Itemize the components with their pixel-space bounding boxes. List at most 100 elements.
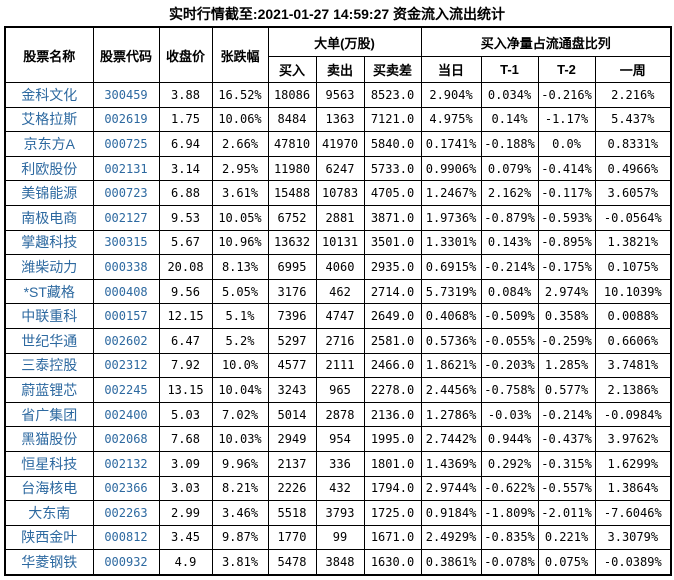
- header-ratio-t2: T-2: [537, 56, 596, 83]
- stock-code-cell[interactable]: 300315: [92, 229, 160, 256]
- change-pct-cell: 3.61%: [211, 180, 269, 206]
- ratio-t2-cell: -2.011%: [537, 500, 596, 526]
- ratio-week-cell: 5.437%: [594, 106, 672, 133]
- buy-cell: 3176: [267, 278, 317, 305]
- sell-cell: 1363: [315, 106, 365, 133]
- stock-name-cell[interactable]: 三泰控股: [4, 352, 94, 379]
- stock-flow-table: 股票名称 股票代码 收盘价 张跌幅 大单(万股) 买入净量占流通盘比列 买入 卖…: [4, 26, 673, 576]
- stock-name-cell[interactable]: 台海核电: [4, 475, 94, 502]
- stock-code-cell[interactable]: 002312: [92, 352, 160, 379]
- ratio-t1-cell: -0.214%: [480, 254, 539, 280]
- stock-code-cell[interactable]: 002131: [92, 155, 160, 182]
- buy-cell: 15488: [267, 180, 317, 206]
- header-row-groups: 股票名称 股票代码 收盘价 张跌幅 大单(万股) 买入净量占流通盘比列: [4, 26, 672, 83]
- stock-name-cell[interactable]: 中联重科: [4, 303, 94, 329]
- stock-name-cell[interactable]: 华菱钢铁: [4, 549, 94, 576]
- stock-name-cell[interactable]: 掌趣科技: [4, 229, 94, 256]
- ratio-week-cell: 10.1039%: [594, 278, 672, 305]
- stock-code-cell[interactable]: 000338: [92, 254, 160, 280]
- buy-cell: 18086: [267, 82, 317, 108]
- ratio-t1-cell: -0.622%: [480, 475, 539, 502]
- sell-cell: 336: [315, 450, 365, 477]
- buy-cell: 5297: [267, 327, 317, 354]
- sell-cell: 2716: [315, 327, 365, 354]
- stock-code-cell[interactable]: 002400: [92, 401, 160, 428]
- header-ratio-today: 当日: [420, 56, 482, 83]
- stock-name-cell[interactable]: 蔚蓝锂芯: [4, 377, 94, 403]
- stock-code-cell[interactable]: 002132: [92, 450, 160, 477]
- table-row: 恒星科技 002132 3.09 9.96% 2137 336 1801.0 1.4369% 0…: [4, 450, 672, 477]
- stock-name-cell[interactable]: *ST藏格: [4, 278, 94, 305]
- stock-name-cell[interactable]: 利欧股份: [4, 155, 94, 182]
- close-price-cell: 1.75: [158, 106, 213, 133]
- change-pct-cell: 3.46%: [211, 500, 269, 526]
- stock-code-cell[interactable]: 002127: [92, 204, 160, 231]
- stock-code-cell[interactable]: 002619: [92, 106, 160, 133]
- table-row: 京东方A 000725 6.94 2.66% 47810 41970 5840.0 0.174…: [4, 131, 672, 157]
- change-pct-cell: 5.05%: [211, 278, 269, 305]
- stock-code-cell[interactable]: 002263: [92, 500, 160, 526]
- table-header: 股票名称 股票代码 收盘价 张跌幅 大单(万股) 买入净量占流通盘比列 买入 卖…: [4, 26, 672, 83]
- header-change-pct: 张跌幅: [211, 26, 269, 83]
- stock-code-cell[interactable]: 000157: [92, 303, 160, 329]
- ratio-today-cell: 0.6915%: [420, 254, 482, 280]
- ratio-week-cell: 1.3864%: [594, 475, 672, 502]
- buy-sell-diff-cell: 7121.0: [363, 106, 422, 133]
- close-price-cell: 2.99: [158, 500, 213, 526]
- stock-code-cell[interactable]: 300459: [92, 82, 160, 108]
- ratio-week-cell: 3.9762%: [594, 426, 672, 452]
- change-pct-cell: 10.03%: [211, 426, 269, 452]
- ratio-week-cell: 2.1386%: [594, 377, 672, 403]
- ratio-today-cell: 4.975%: [420, 106, 482, 133]
- change-pct-cell: 10.06%: [211, 106, 269, 133]
- ratio-week-cell: 0.4966%: [594, 155, 672, 182]
- buy-sell-diff-cell: 2935.0: [363, 254, 422, 280]
- ratio-t2-cell: -0.414%: [537, 155, 596, 182]
- close-price-cell: 3.14: [158, 155, 213, 182]
- ratio-today-cell: 0.4068%: [420, 303, 482, 329]
- stock-code-cell[interactable]: 000723: [92, 180, 160, 206]
- stock-name-cell[interactable]: 世纪华通: [4, 327, 94, 354]
- stock-code-cell[interactable]: 002068: [92, 426, 160, 452]
- ratio-t2-cell: 0.0%: [537, 131, 596, 157]
- stock-code-cell[interactable]: 000408: [92, 278, 160, 305]
- buy-cell: 5518: [267, 500, 317, 526]
- stock-name-cell[interactable]: 恒星科技: [4, 450, 94, 477]
- stock-name-cell[interactable]: 潍柴动力: [4, 254, 94, 280]
- stock-name-cell[interactable]: 大东南: [4, 500, 94, 526]
- header-stock-code: 股票代码: [92, 26, 160, 83]
- stock-name-cell[interactable]: 美锦能源: [4, 180, 94, 206]
- buy-cell: 2949: [267, 426, 317, 452]
- stock-code-cell[interactable]: 000725: [92, 131, 160, 157]
- change-pct-cell: 5.2%: [211, 327, 269, 354]
- stock-name-cell[interactable]: 陕西金叶: [4, 524, 94, 551]
- ratio-week-cell: -0.0564%: [594, 204, 672, 231]
- ratio-t2-cell: 2.974%: [537, 278, 596, 305]
- ratio-t1-cell: 2.162%: [480, 180, 539, 206]
- change-pct-cell: 8.21%: [211, 475, 269, 502]
- stock-code-cell[interactable]: 002366: [92, 475, 160, 502]
- table-row: 陕西金叶 000812 3.45 9.87% 1770 99 1671.0 2.4929% -0…: [4, 524, 672, 551]
- sell-cell: 4060: [315, 254, 365, 280]
- stock-name-cell[interactable]: 黑猫股份: [4, 426, 94, 452]
- stock-name-cell[interactable]: 艾格拉斯: [4, 106, 94, 133]
- stock-code-cell[interactable]: 000812: [92, 524, 160, 551]
- change-pct-cell: 9.87%: [211, 524, 269, 551]
- table-row: 利欧股份 002131 3.14 2.95% 11980 6247 5733.0 0.9906…: [4, 155, 672, 182]
- buy-cell: 6995: [267, 254, 317, 280]
- buy-sell-diff-cell: 2278.0: [363, 377, 422, 403]
- ratio-today-cell: 5.7319%: [420, 278, 482, 305]
- header-ratio-week: 一周: [594, 56, 672, 83]
- stock-name-cell[interactable]: 京东方A: [4, 131, 94, 157]
- stock-name-cell[interactable]: 金科文化: [4, 82, 94, 108]
- buy-sell-diff-cell: 3501.0: [363, 229, 422, 256]
- ratio-week-cell: 2.216%: [594, 82, 672, 108]
- close-price-cell: 3.88: [158, 82, 213, 108]
- stock-name-cell[interactable]: 省广集团: [4, 401, 94, 428]
- stock-code-cell[interactable]: 002245: [92, 377, 160, 403]
- stock-code-cell[interactable]: 000932: [92, 549, 160, 576]
- ratio-t2-cell: -0.593%: [537, 204, 596, 231]
- stock-name-cell[interactable]: 南极电商: [4, 204, 94, 231]
- stock-code-cell[interactable]: 002602: [92, 327, 160, 354]
- ratio-t2-cell: 0.358%: [537, 303, 596, 329]
